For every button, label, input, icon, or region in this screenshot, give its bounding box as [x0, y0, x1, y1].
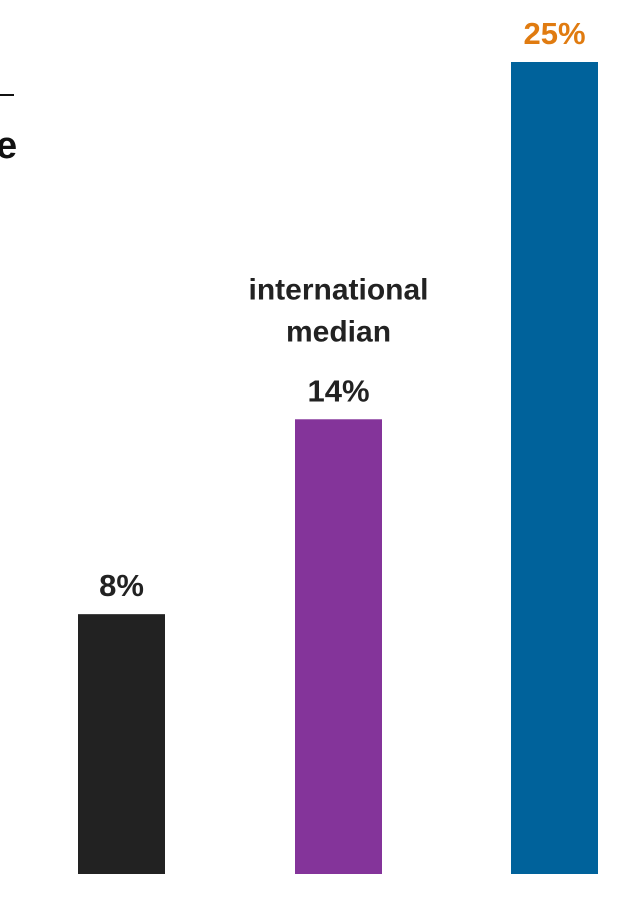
value-label-1: 8% — [99, 568, 144, 603]
bars-layer — [78, 62, 598, 874]
bar-3 — [511, 62, 598, 874]
value-label-3: 25% — [523, 16, 585, 51]
category-label-2-line-1: international — [248, 273, 428, 306]
bar-2 — [295, 419, 382, 874]
value-label-2: 14% — [307, 373, 369, 408]
bar-1 — [78, 614, 165, 874]
category-label-2-line-2: median — [286, 315, 391, 348]
labels-layer: 8% 14% international median 25% — [99, 16, 585, 603]
heading-fragment: e — [0, 125, 17, 167]
